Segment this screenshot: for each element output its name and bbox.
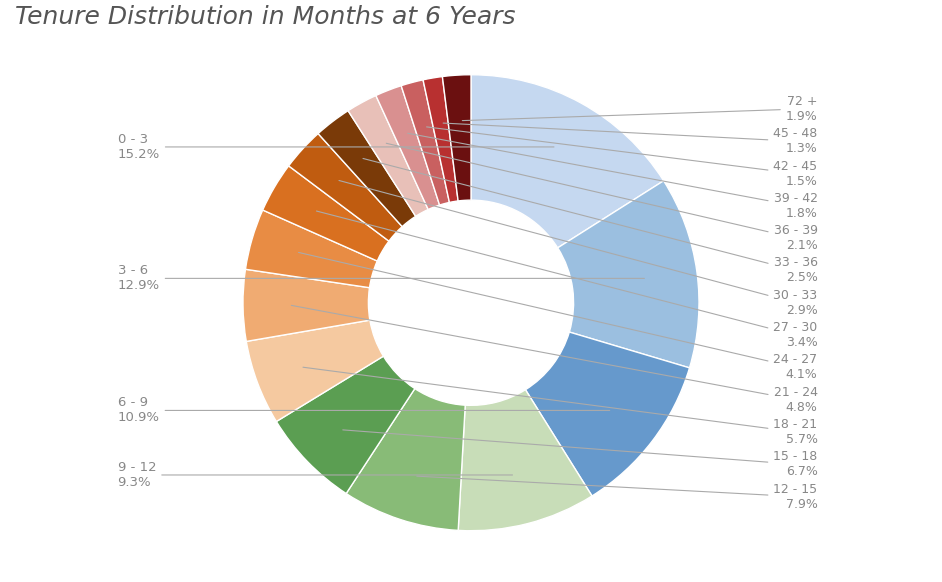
Wedge shape [346,389,465,530]
Wedge shape [376,86,440,210]
Text: 27 - 30
3.4%: 27 - 30 3.4% [317,211,818,349]
Text: 6 - 9
10.9%: 6 - 9 10.9% [118,396,609,424]
Text: 9 - 12
9.3%: 9 - 12 9.3% [118,461,512,489]
Wedge shape [276,356,414,494]
Wedge shape [243,269,370,342]
Wedge shape [246,210,377,288]
Text: 3 - 6
12.9%: 3 - 6 12.9% [118,264,644,292]
Wedge shape [318,111,415,226]
Wedge shape [288,134,402,241]
Wedge shape [458,390,592,531]
Text: 72 +
1.9%: 72 + 1.9% [463,95,818,123]
Text: 45 - 48
1.3%: 45 - 48 1.3% [443,123,818,155]
Text: 0 - 3
15.2%: 0 - 3 15.2% [118,133,554,161]
Text: 18 - 21
5.7%: 18 - 21 5.7% [303,367,818,446]
Text: 24 - 27
4.1%: 24 - 27 4.1% [299,253,818,381]
Wedge shape [471,74,663,248]
Text: 42 - 45
1.5%: 42 - 45 1.5% [427,127,818,187]
Text: Tenure Distribution in Months at 6 Years: Tenure Distribution in Months at 6 Years [15,5,515,29]
Wedge shape [443,74,471,201]
Text: 36 - 39
2.1%: 36 - 39 2.1% [386,143,818,252]
Wedge shape [349,95,429,217]
Wedge shape [263,166,389,261]
Text: 33 - 36
2.5%: 33 - 36 2.5% [363,158,818,285]
Wedge shape [558,181,699,368]
Text: 30 - 33
2.9%: 30 - 33 2.9% [339,180,818,317]
Wedge shape [246,320,383,421]
Text: 21 - 24
4.8%: 21 - 24 4.8% [291,306,818,414]
Text: 12 - 15
7.9%: 12 - 15 7.9% [416,476,818,510]
Wedge shape [401,80,449,205]
Text: 15 - 18
6.7%: 15 - 18 6.7% [343,430,818,478]
Wedge shape [423,77,458,203]
Wedge shape [526,332,690,496]
Text: 39 - 42
1.8%: 39 - 42 1.8% [408,133,818,220]
